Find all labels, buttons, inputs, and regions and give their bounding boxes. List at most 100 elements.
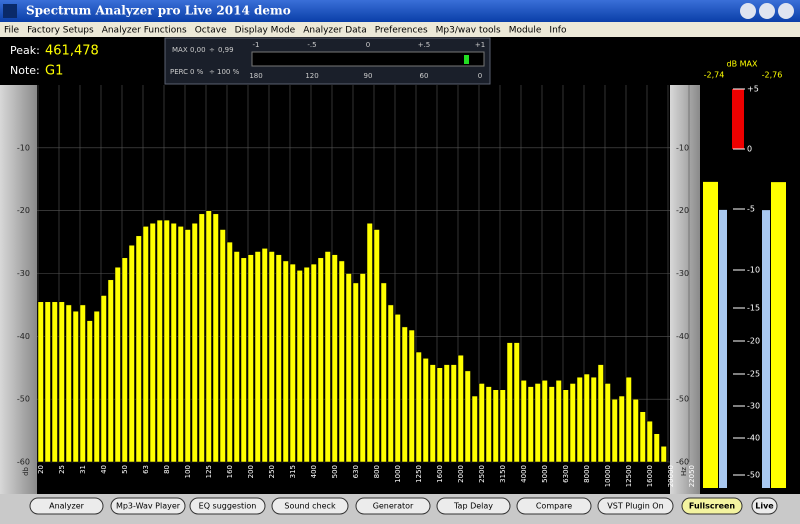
toolbar-button-label[interactable]: Fullscreen [689,502,736,511]
x-tick-label: 22050 [688,465,696,487]
toolbar-button-label[interactable]: Analyzer [49,502,85,511]
control-max-from[interactable]: 0,00 [190,46,206,54]
toolbar-button[interactable] [189,497,266,515]
x-tick-label: 500 [331,465,339,478]
control-max-to[interactable]: 0,99 [218,46,234,54]
control-perc-from[interactable]: 0 % [190,68,204,76]
menu-item[interactable]: Factory Setups [27,26,94,36]
bar [121,257,128,463]
bar [499,389,506,463]
bar [219,229,226,463]
toolbar-button[interactable] [355,497,431,515]
bar [317,257,324,463]
menu-item[interactable]: Preferences [375,26,428,36]
toolbar-button[interactable] [29,497,104,515]
meter-bar-right [771,182,786,488]
meter-tick-label: 0 [747,145,752,154]
phase-bottom-label: 180 [249,72,262,80]
bar [184,229,191,463]
bar [583,373,590,463]
minimize-button[interactable] [740,3,756,19]
bar [240,257,247,463]
bar [604,383,611,463]
menu-item[interactable]: Display Mode [235,26,296,36]
toolbar-button-label[interactable]: Generator [373,502,414,511]
toolbar-button-label[interactable]: Tap Delay [453,502,493,511]
meter-tick-label: -10 [747,266,760,275]
bar [107,279,114,463]
toolbar-button[interactable] [751,497,778,515]
bar [233,251,240,463]
y-tick-label-left: -40 [17,332,30,341]
menu-item[interactable]: Module [509,26,542,36]
x-tick-label: 3150 [499,465,507,483]
phase-bottom-label: 120 [305,72,318,80]
toolbar-button[interactable] [516,497,592,515]
note-label: Note: [10,64,40,77]
meter-tick-label: -20 [747,337,760,346]
toolbar-button[interactable] [110,497,186,515]
bar [58,301,65,463]
bar [492,389,499,463]
toolbar-button-label[interactable]: Compare [536,502,572,511]
menu-item[interactable]: Info [549,26,567,36]
menu-item[interactable]: Octave [195,26,227,36]
bar [142,226,149,463]
control-perc-to[interactable]: 100 % [217,68,240,76]
x-tick-label: 16000 [646,465,654,487]
bar [170,222,177,463]
bar [457,354,464,463]
toolbar-button-label[interactable]: Sound check [284,502,336,511]
peak-value: 461,478 [45,44,99,59]
bar [86,320,93,463]
bar [408,329,415,463]
bar [653,433,660,463]
meter-left-label: -2,74 [704,71,725,80]
close-button[interactable] [778,3,794,19]
y-tick-label-left: -30 [17,269,30,278]
bar [324,251,331,463]
toolbar-button-label[interactable]: Live [755,502,774,511]
bar [597,364,604,463]
y-tick-label-left: -10 [17,143,30,152]
phase-bottom-label: 0 [478,72,482,80]
control-perc-label: PERC [170,68,188,76]
bar [632,398,639,463]
bar [618,395,625,463]
toolbar-button[interactable] [436,497,511,515]
x-tick-label: 63 [142,465,150,474]
bar [198,213,205,463]
bar [625,376,632,463]
x-tick-label: 1250 [415,465,423,483]
bar [541,380,548,463]
y-tick-label-right: -10 [676,143,689,152]
menu-item[interactable]: Analyzer Functions [102,26,187,36]
bar [576,376,583,463]
y-tick-label-left: -60 [17,458,30,467]
bar [345,273,352,463]
bar [646,420,653,463]
toolbar-button[interactable] [271,497,349,515]
bar [422,358,429,463]
toolbar-button[interactable] [681,497,743,515]
bar [387,304,394,463]
x-tick-label: 2000 [457,465,465,483]
meter-tick-label: -40 [747,434,760,443]
bar [331,254,338,463]
maximize-button[interactable] [759,3,775,19]
toolbar-button-label[interactable]: EQ suggestion [199,502,257,511]
menu-item[interactable]: Mp3/wav tools [436,26,501,36]
toolbar-button-label[interactable]: VST Plugin On [607,502,663,511]
menu-item[interactable]: File [4,26,20,36]
toolbar-button[interactable] [597,497,674,515]
menu-item[interactable]: Analyzer Data [303,26,367,36]
control-max-label: MAX [172,46,188,54]
bar [450,364,457,463]
x-tick-label: 100 [184,465,192,478]
x-tick-label: 20000 [667,465,675,487]
phase-bottom-label: 60 [420,72,429,80]
bar [338,260,345,463]
toolbar-button-label[interactable]: Mp3-Wav Player [116,502,181,511]
meter-tick-label: +5 [747,85,759,94]
x-tick-label: 50 [121,465,129,474]
